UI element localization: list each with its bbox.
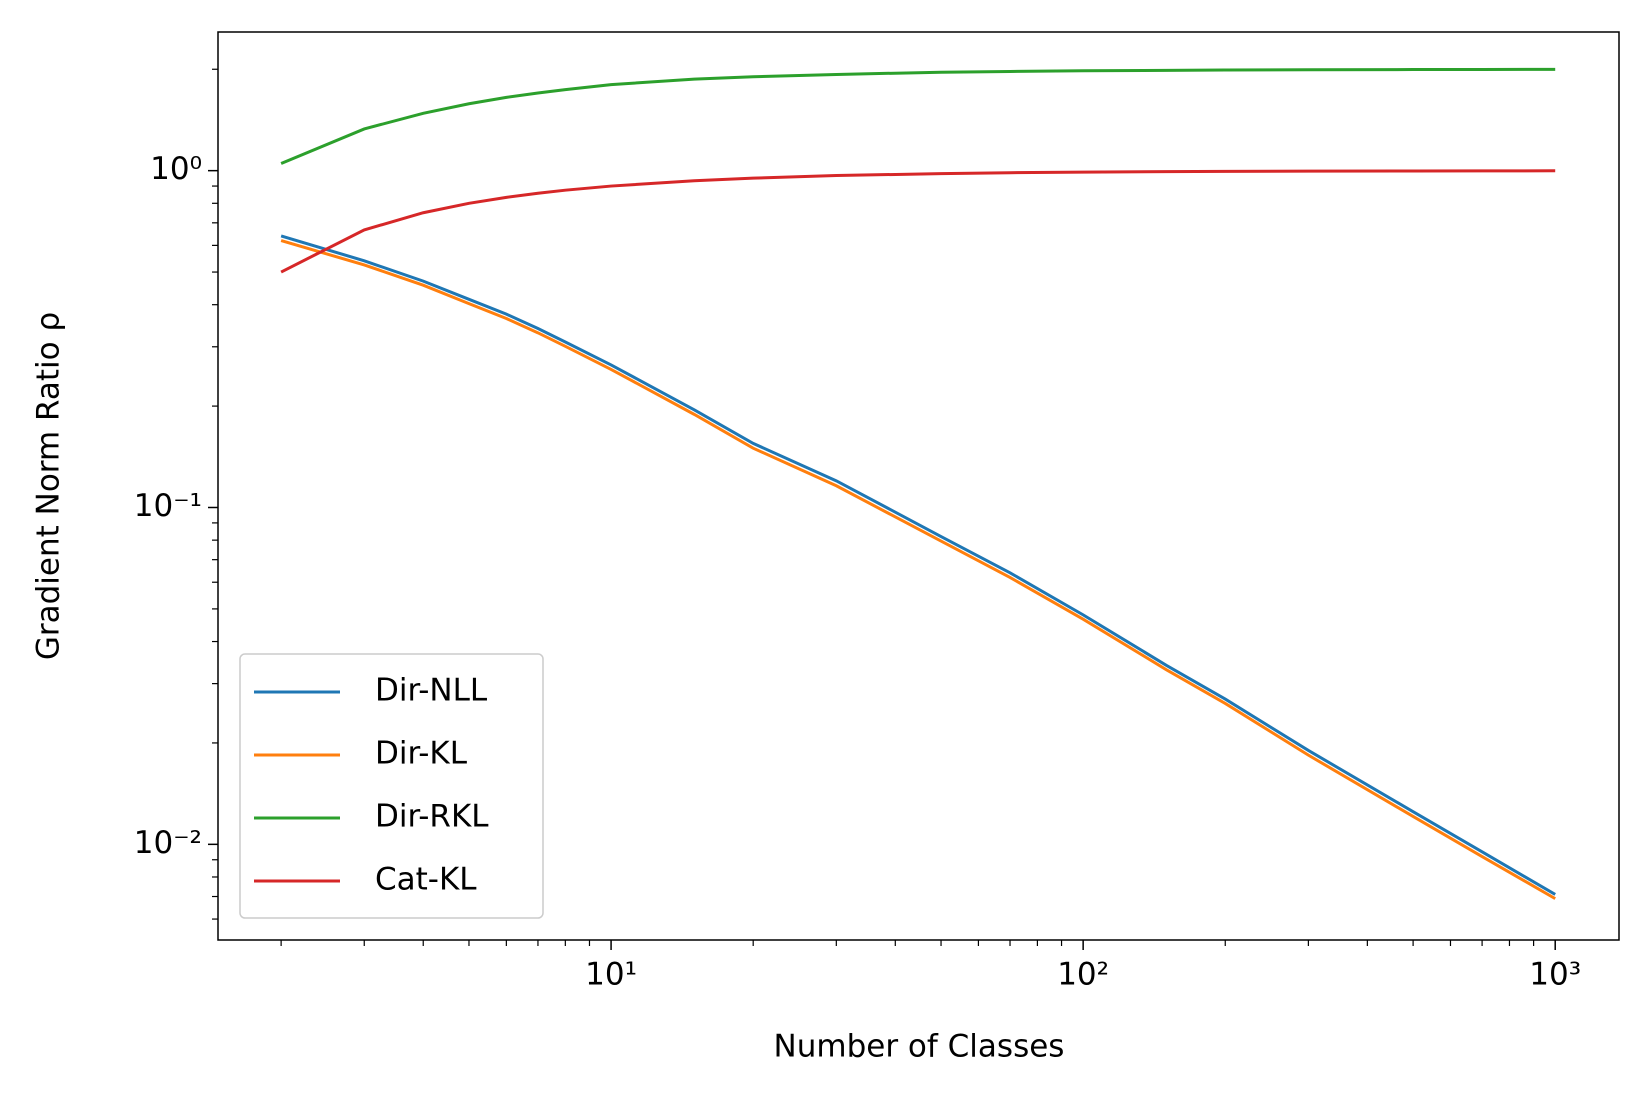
- x-tick-label: 10¹: [585, 957, 637, 993]
- series-line: [280, 67, 1556, 165]
- y-tick-label: 10⁻¹: [134, 488, 202, 524]
- legend-label: Cat-KL: [375, 862, 477, 898]
- legend-label: Dir-RKL: [375, 799, 489, 835]
- legend-box: [239, 653, 544, 919]
- series-line: [280, 239, 1556, 900]
- y-tick-label: 10⁻²: [134, 825, 202, 861]
- series-line: [280, 234, 1556, 896]
- legend-label: Dir-NLL: [375, 673, 488, 709]
- x-tick-label: 10²: [1057, 957, 1109, 993]
- x-axis-label: Number of Classes: [774, 1029, 1065, 1065]
- legend-label: Dir-KL: [375, 736, 468, 772]
- x-tick-label: 10³: [1529, 957, 1581, 993]
- plot-frame: [217, 31, 1620, 941]
- legend: Dir-NLL Dir-KL Dir-RKL Cat-KL: [239, 653, 544, 919]
- y-tick-label: 10⁰: [150, 151, 202, 187]
- series-line: [280, 169, 1556, 274]
- y-axis-label: Gradient Norm Ratio ρ: [31, 312, 67, 660]
